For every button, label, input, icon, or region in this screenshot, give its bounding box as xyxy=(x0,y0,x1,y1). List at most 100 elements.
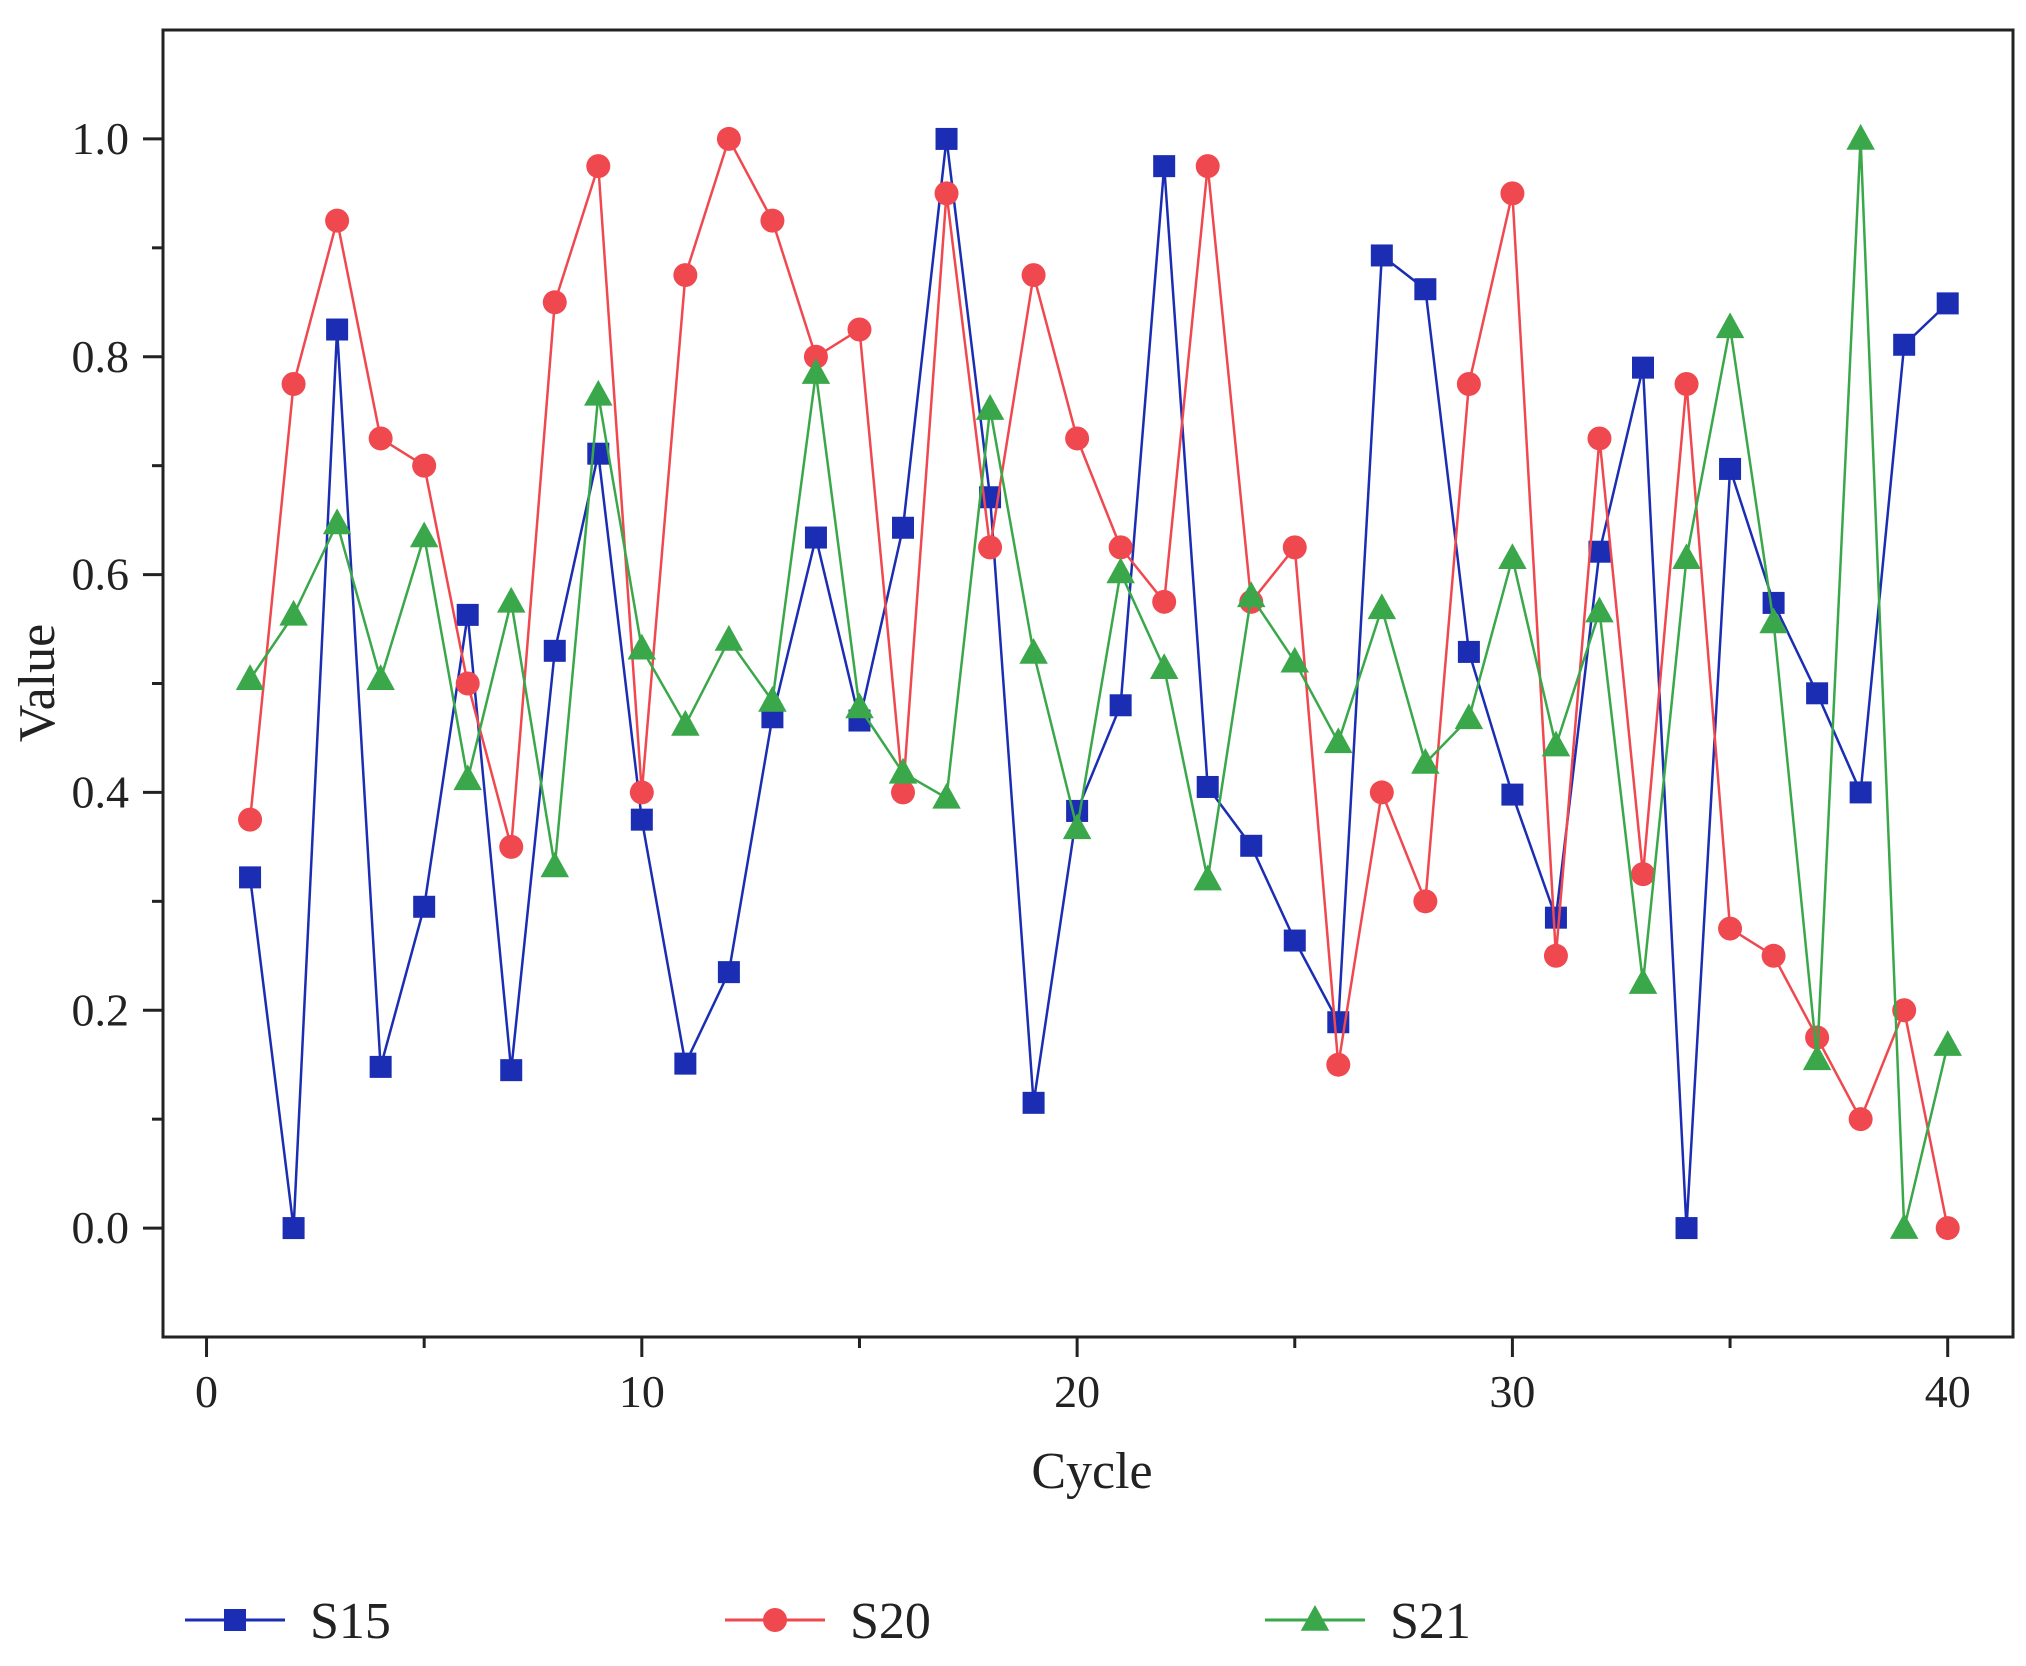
data-point-s21 xyxy=(845,692,874,719)
series-s15 xyxy=(239,127,1959,1240)
data-point-s20 xyxy=(1369,780,1394,805)
legend-item-s21: S21 xyxy=(1265,1593,1471,1650)
data-point-s15 xyxy=(282,1217,305,1240)
series-s20 xyxy=(238,126,1960,1241)
y-tick-label: 1.0 xyxy=(72,113,130,164)
x-tick-label: 30 xyxy=(1489,1366,1535,1417)
data-point-s21 xyxy=(1541,730,1571,757)
data-point-s21 xyxy=(888,757,918,784)
x-tick-label: 10 xyxy=(619,1366,665,1417)
data-point-s20 xyxy=(1761,943,1786,968)
data-point-s20 xyxy=(499,834,524,859)
data-point-s21 xyxy=(1324,727,1353,754)
data-point-s21 xyxy=(1193,864,1222,891)
y-tick-label: 0.2 xyxy=(72,984,130,1035)
data-point-s20 xyxy=(1065,426,1090,451)
data-point-s20 xyxy=(1413,889,1438,914)
data-point-s15 xyxy=(1022,1091,1045,1114)
data-point-s21 xyxy=(1149,653,1179,680)
data-point-s20 xyxy=(1326,1052,1351,1077)
data-point-s15 xyxy=(1936,292,1959,315)
data-point-s21 xyxy=(932,782,961,809)
data-point-s21 xyxy=(1454,703,1484,730)
data-point-s20 xyxy=(1718,916,1743,941)
data-point-s20 xyxy=(629,780,654,805)
data-point-s20 xyxy=(1282,535,1307,560)
data-point-s20 xyxy=(1935,1216,1960,1241)
data-point-s21 xyxy=(1846,123,1875,150)
legend-label-s20: S20 xyxy=(850,1593,931,1650)
data-point-s20 xyxy=(1674,371,1699,396)
data-point-s20 xyxy=(1848,1107,1873,1132)
data-point-s20 xyxy=(978,535,1003,560)
data-point-s20 xyxy=(238,807,263,832)
data-point-s20 xyxy=(542,290,567,315)
data-point-s15 xyxy=(1849,781,1872,804)
data-point-s15 xyxy=(456,603,479,626)
data-point-s20 xyxy=(1195,154,1220,179)
data-point-s21 xyxy=(1019,638,1048,664)
data-point-s21 xyxy=(1106,557,1135,584)
legend-item-s20: S20 xyxy=(725,1593,931,1650)
data-point-s15 xyxy=(630,808,653,831)
data-point-s20 xyxy=(412,453,437,478)
y-axis: 0.0 0.2 0.4 0.6 0.8 1.0 xyxy=(72,113,163,1253)
data-point-s20 xyxy=(760,208,785,233)
data-point-s20 xyxy=(1631,862,1655,887)
plot-area: 0 10 20 30 40 0.0 0.2 0.4 0.6 0.8 1.0 xyxy=(72,28,2015,1417)
data-point-s21 xyxy=(1802,1044,1832,1071)
data-point-s21 xyxy=(1933,1030,1962,1056)
data-point-s20 xyxy=(934,181,959,206)
data-point-s15 xyxy=(1806,682,1829,705)
data-point-s21 xyxy=(322,508,352,535)
data-point-s15 xyxy=(369,1055,392,1078)
data-point-s21 xyxy=(1628,968,1658,994)
x-axis-title: Cycle xyxy=(1031,1443,1152,1500)
data-point-s15 xyxy=(935,127,958,150)
data-point-s20 xyxy=(368,426,393,451)
series-line-s15 xyxy=(248,137,1949,1230)
data-point-s20 xyxy=(1152,589,1177,614)
data-point-s20 xyxy=(803,344,828,369)
data-point-s15 xyxy=(1632,356,1654,379)
data-point-s21 xyxy=(1367,593,1397,620)
data-point-s15 xyxy=(1370,244,1393,267)
legend-marker-s15 xyxy=(224,1609,246,1631)
data-point-s21 xyxy=(627,633,657,660)
data-point-s21 xyxy=(671,709,700,736)
data-point-s21 xyxy=(496,586,526,613)
data-point-s21 xyxy=(584,379,613,406)
x-tick-label: 0 xyxy=(195,1366,218,1417)
data-point-s21 xyxy=(1889,1213,1919,1239)
data-point-s21 xyxy=(235,664,265,690)
data-point-s15 xyxy=(1153,155,1176,178)
data-point-s15 xyxy=(804,526,827,549)
data-point-s21 xyxy=(1236,581,1266,608)
data-point-s15 xyxy=(1762,591,1785,614)
data-point-s20 xyxy=(1587,426,1612,451)
data-point-s21 xyxy=(714,624,744,651)
data-point-s15 xyxy=(500,1059,523,1082)
data-point-s20 xyxy=(716,126,741,151)
data-point-s15 xyxy=(326,318,349,341)
y-tick-label: 0.0 xyxy=(72,1202,130,1253)
data-point-s21 xyxy=(1585,596,1614,623)
data-point-s21 xyxy=(975,394,1005,420)
data-point-s21 xyxy=(453,764,482,791)
data-point-s21 xyxy=(1715,312,1745,339)
y-axis-title: Value xyxy=(9,624,66,742)
legend: S15 S20 S21 xyxy=(185,1593,1471,1650)
data-point-s21 xyxy=(366,664,395,690)
data-point-s15 xyxy=(1675,1217,1698,1240)
data-point-s21 xyxy=(409,521,439,548)
data-point-s20 xyxy=(1108,535,1133,560)
data-point-s15 xyxy=(761,706,784,729)
series-s21 xyxy=(235,123,1962,1239)
data-point-s15 xyxy=(1588,540,1611,563)
data-point-s20 xyxy=(1456,371,1481,396)
data-point-s20 xyxy=(281,371,306,396)
legend-label-s15: S15 xyxy=(310,1593,391,1650)
data-point-s20 xyxy=(586,154,611,179)
data-point-s15 xyxy=(1893,333,1916,356)
